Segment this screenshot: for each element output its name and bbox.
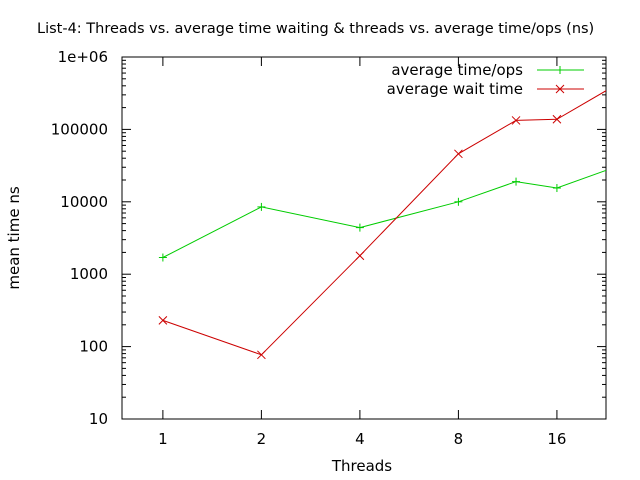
data-point bbox=[511, 116, 521, 125]
legend-label: average time/ops bbox=[391, 61, 523, 79]
x-tick-label: 1 bbox=[158, 430, 168, 448]
x-axis-label: Threads bbox=[331, 457, 392, 475]
y-tick-label: 100000 bbox=[51, 120, 108, 138]
data-point bbox=[257, 202, 266, 211]
data-point bbox=[355, 251, 365, 261]
y-axis-label: mean time ns bbox=[5, 186, 23, 289]
data-point bbox=[158, 316, 168, 325]
data-point bbox=[257, 350, 266, 360]
x-tick-label: 4 bbox=[355, 430, 365, 448]
x-tick-label: 2 bbox=[257, 430, 267, 448]
y-tick-label: 10 bbox=[89, 410, 108, 428]
y-tick-label: 100 bbox=[79, 338, 108, 356]
x-tick-label: 16 bbox=[547, 430, 566, 448]
data-point bbox=[454, 197, 463, 206]
data-point bbox=[454, 149, 463, 159]
data-point bbox=[611, 163, 619, 171]
data-point bbox=[611, 82, 619, 90]
data-point bbox=[552, 114, 562, 124]
legend-marker bbox=[555, 84, 565, 94]
chart-title: List-4: Threads vs. average time waiting… bbox=[37, 21, 594, 37]
data-point bbox=[158, 253, 167, 262]
y-tick-label: 1e+06 bbox=[58, 48, 108, 66]
series-layer bbox=[158, 82, 619, 360]
y-tick-label: 10000 bbox=[60, 193, 108, 211]
data-point bbox=[512, 177, 521, 186]
legend-label: average wait time bbox=[387, 80, 523, 98]
data-point bbox=[355, 223, 364, 232]
axes: 10 100 1000 10000 100000 1e+06 1 2 4 8 16 bbox=[51, 48, 607, 448]
x-tick-label: 8 bbox=[454, 430, 464, 448]
plot-frame bbox=[121, 56, 607, 420]
data-point bbox=[552, 184, 561, 193]
y-tick-label: 1000 bbox=[70, 265, 108, 283]
legend-marker bbox=[556, 66, 564, 74]
series-line-1 bbox=[162, 169, 606, 258]
